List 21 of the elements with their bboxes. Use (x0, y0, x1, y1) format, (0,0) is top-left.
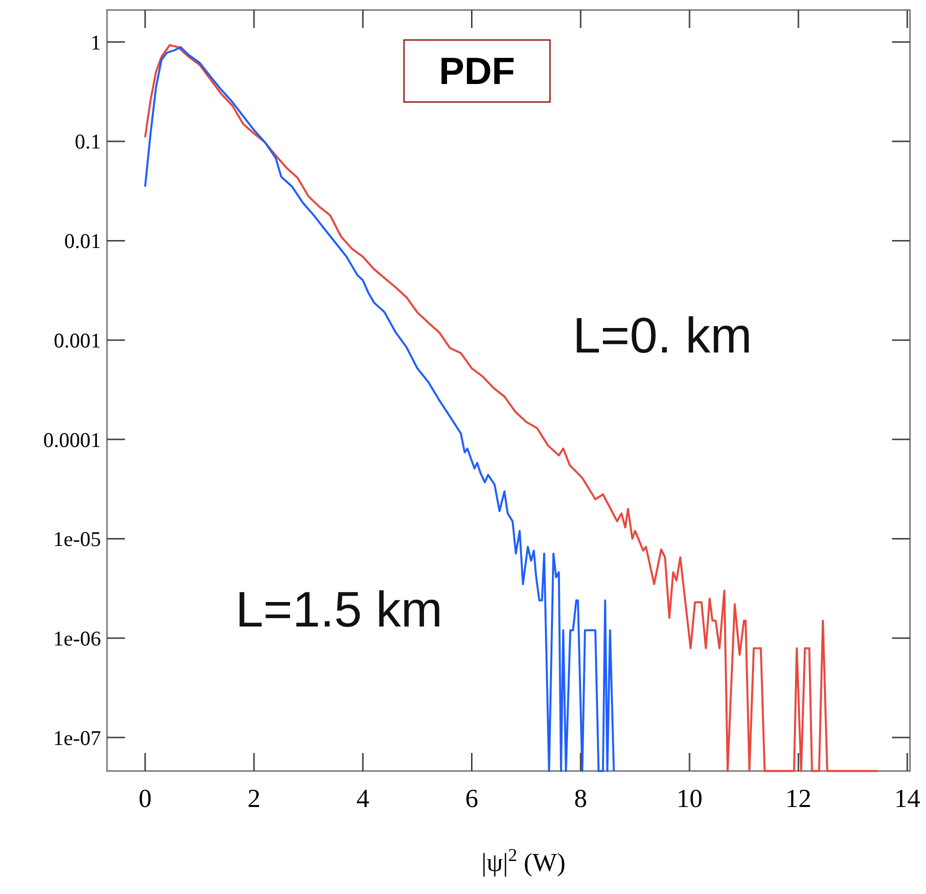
x-tick-label: 8 (574, 784, 588, 813)
series-label: L=0. km (572, 307, 752, 364)
y-tick-label: 1e-07 (53, 726, 101, 750)
y-tick-label: 0.01 (64, 229, 101, 254)
text: PDF (439, 51, 515, 93)
x-tick-label: 12 (785, 784, 812, 813)
y-tick-label: 0.0001 (43, 428, 101, 452)
x-tick-label: 10 (676, 784, 703, 813)
y-tick-label: 1e-05 (53, 527, 101, 552)
x-tick-label: 14 (894, 784, 920, 813)
x-tick-label: 0 (138, 784, 152, 813)
y-tick-label: 0.001 (54, 328, 101, 352)
series-label: L=1.5 km (235, 581, 443, 638)
x-tick-label: 6 (465, 784, 478, 813)
y-tick-label: 0.1 (74, 130, 101, 154)
x-tick-label: 2 (247, 784, 260, 813)
x-axis-title: |ψ|$^{2}$ (W) (481, 845, 566, 877)
y-tick-label: 1 (90, 30, 101, 54)
line-series (144, 44, 878, 772)
x-tick-label: 4 (356, 784, 370, 813)
y-tick-label: 1e-06 (53, 626, 101, 650)
